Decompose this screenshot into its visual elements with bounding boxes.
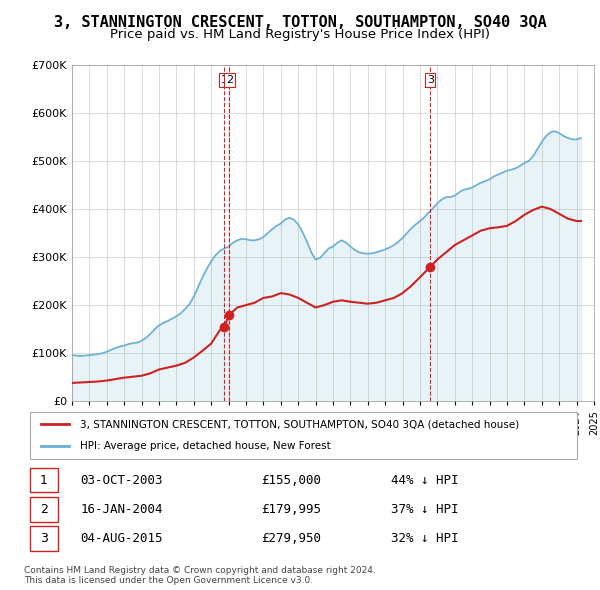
Text: This data is licensed under the Open Government Licence v3.0.: This data is licensed under the Open Gov…	[24, 576, 313, 585]
Text: 03-OCT-2003: 03-OCT-2003	[80, 474, 163, 487]
FancyBboxPatch shape	[29, 497, 58, 522]
Text: 37% ↓ HPI: 37% ↓ HPI	[391, 503, 458, 516]
Text: £155,000: £155,000	[261, 474, 321, 487]
Text: 04-AUG-2015: 04-AUG-2015	[80, 532, 163, 545]
Text: 3, STANNINGTON CRESCENT, TOTTON, SOUTHAMPTON, SO40 3QA (detached house): 3, STANNINGTON CRESCENT, TOTTON, SOUTHAM…	[80, 419, 520, 429]
FancyBboxPatch shape	[29, 468, 58, 492]
Text: 1: 1	[40, 474, 47, 487]
Text: £279,950: £279,950	[261, 532, 321, 545]
FancyBboxPatch shape	[29, 412, 577, 459]
Text: Contains HM Land Registry data © Crown copyright and database right 2024.: Contains HM Land Registry data © Crown c…	[24, 566, 376, 575]
Text: 2: 2	[226, 75, 233, 85]
Text: 3: 3	[40, 532, 47, 545]
Text: 3, STANNINGTON CRESCENT, TOTTON, SOUTHAMPTON, SO40 3QA: 3, STANNINGTON CRESCENT, TOTTON, SOUTHAM…	[53, 15, 547, 30]
Text: 2: 2	[40, 503, 47, 516]
Text: 16-JAN-2004: 16-JAN-2004	[80, 503, 163, 516]
Text: 32% ↓ HPI: 32% ↓ HPI	[391, 532, 458, 545]
Text: 1: 1	[221, 75, 228, 85]
Text: Price paid vs. HM Land Registry's House Price Index (HPI): Price paid vs. HM Land Registry's House …	[110, 28, 490, 41]
Text: £179,995: £179,995	[261, 503, 321, 516]
Text: 3: 3	[427, 75, 434, 85]
Text: HPI: Average price, detached house, New Forest: HPI: Average price, detached house, New …	[80, 441, 331, 451]
FancyBboxPatch shape	[29, 526, 58, 551]
Text: 44% ↓ HPI: 44% ↓ HPI	[391, 474, 458, 487]
